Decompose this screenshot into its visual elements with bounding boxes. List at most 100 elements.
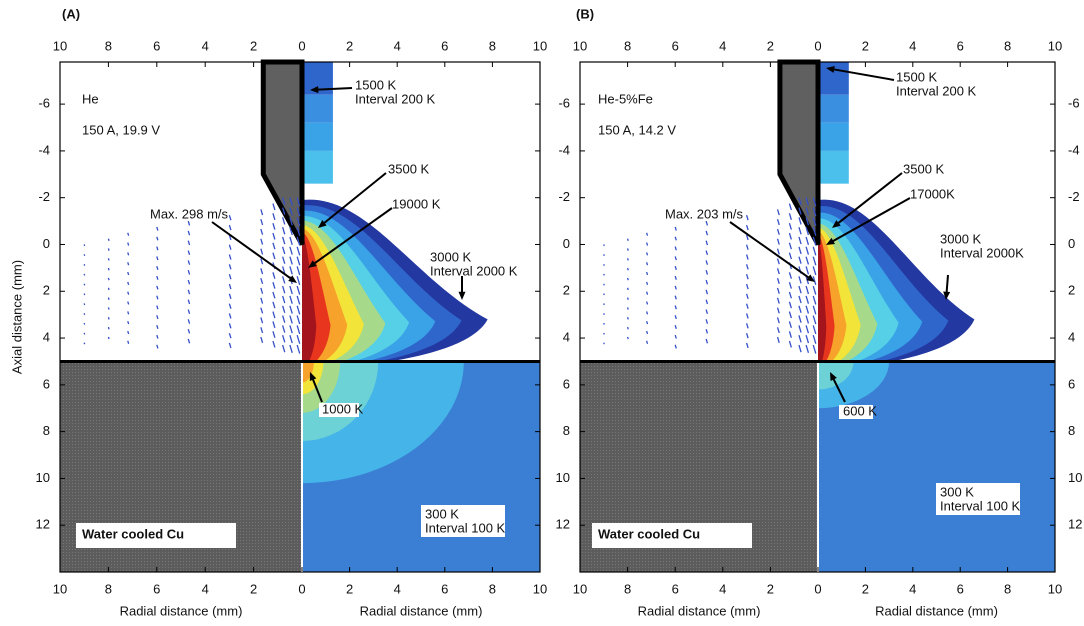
- velocity-vector: [646, 330, 649, 335]
- velocity-vector: [289, 236, 293, 245]
- velocity-vector: [187, 338, 191, 344]
- velocity-vector: [289, 197, 293, 206]
- label-box: [936, 483, 1020, 515]
- annotation: 3000 K: [940, 231, 982, 246]
- arrow-head: [288, 275, 297, 283]
- y-tick-label: 4: [1068, 329, 1075, 344]
- velocity-vector: [187, 289, 191, 295]
- x-axis-label: Radial distance (mm): [875, 603, 998, 618]
- velocity-vector: [296, 256, 301, 266]
- velocity-vector: [798, 285, 802, 294]
- velocity-vector: [107, 307, 110, 310]
- velocity-vector: [646, 232, 649, 236]
- velocity-vector: [272, 331, 276, 338]
- velocity-vector: [776, 248, 780, 255]
- velocity-vector: [674, 285, 677, 290]
- y-tick-label: 0: [1068, 236, 1075, 251]
- velocity-vector: [296, 217, 301, 227]
- velocity-vector: [788, 291, 792, 299]
- velocity-vector: [812, 246, 817, 256]
- arrow-head: [832, 220, 841, 228]
- velocity-vector: [107, 238, 110, 242]
- velocity-vector: [282, 276, 286, 284]
- y-tick-label: -2: [558, 189, 570, 204]
- velocity-vector: [705, 220, 709, 226]
- velocity-vector: [272, 340, 276, 348]
- velocity-vector: [228, 303, 232, 309]
- velocity-vector: [260, 219, 264, 226]
- velocity-vector: [626, 238, 629, 242]
- velocity-vector: [289, 226, 293, 236]
- velocity-vector: [788, 281, 792, 289]
- velocity-vector: [187, 270, 191, 275]
- velocity-vector: [776, 219, 780, 226]
- velocity-vector: [260, 336, 264, 344]
- arrow-head: [458, 291, 466, 300]
- velocity-vector: [776, 209, 780, 216]
- velocity-vector: [745, 293, 749, 300]
- velocity-vector: [745, 323, 749, 329]
- velocity-vector: [127, 330, 130, 335]
- y-tick-label: 0: [43, 236, 50, 251]
- arrow-head: [308, 260, 317, 268]
- velocity-vector: [296, 226, 301, 236]
- annotation-arrow: [835, 172, 903, 226]
- velocity-vector: [805, 236, 810, 245]
- velocity-vector: [127, 311, 130, 315]
- velocity-vector: [272, 291, 276, 299]
- x-tick-label-bottom: 8: [624, 581, 631, 596]
- velocity-vector: [674, 236, 677, 241]
- x-tick-label-top: 2: [767, 38, 774, 53]
- velocity-vector: [107, 277, 110, 281]
- x-tick-label-bottom: 0: [298, 581, 305, 596]
- velocity-vector: [187, 250, 191, 256]
- velocity-vector: [705, 270, 709, 275]
- velocity-vector: [798, 344, 802, 353]
- velocity-vector: [282, 325, 286, 333]
- x-axis-label: Radial distance (mm): [638, 603, 761, 618]
- velocity-vector: [812, 344, 817, 354]
- x-tick-label-top: 8: [624, 38, 631, 53]
- arrow-head: [318, 220, 327, 228]
- velocity-vector: [127, 271, 130, 276]
- y-tick-label: 10: [556, 470, 570, 485]
- x-tick-label-bottom: 10: [1048, 581, 1062, 596]
- velocity-vector: [260, 238, 264, 245]
- x-tick-label-top: 0: [298, 38, 305, 53]
- x-tick-label-top: 8: [489, 38, 496, 53]
- y-tick-label: -2: [38, 189, 50, 204]
- electrode: [777, 59, 821, 246]
- velocity-vector: [296, 335, 301, 344]
- y-tick-label: 6: [563, 376, 570, 391]
- annotation-arrow: [830, 197, 911, 244]
- velocity-vector: [674, 344, 677, 349]
- velocity-vector: [260, 317, 264, 324]
- velocity-vector: [798, 315, 802, 323]
- velocity-vector: [272, 311, 276, 319]
- velocity-vector: [272, 213, 276, 220]
- velocity-vector: [228, 293, 232, 300]
- arrow-head: [826, 237, 835, 245]
- velocity-vector: [812, 305, 817, 315]
- velocity-vector: [296, 197, 301, 207]
- annotation-arrow: [311, 376, 323, 403]
- velocity-vector: [812, 335, 817, 344]
- x-tick-label-bottom: 6: [957, 581, 964, 596]
- x-tick-label-top: 6: [672, 38, 679, 53]
- velocity-vector: [289, 315, 293, 324]
- velocity-vector: [626, 248, 629, 251]
- velocity-vector: [289, 325, 293, 334]
- field-above: [302, 62, 488, 362]
- velocity-vector: [805, 295, 810, 304]
- velocity-vector: [812, 256, 817, 266]
- x-tick-label-bottom: 6: [153, 581, 160, 596]
- velocity-vector: [272, 232, 276, 240]
- y-tick-label: -4: [558, 142, 570, 157]
- velocity-vector: [646, 311, 649, 315]
- velocity-vector: [805, 217, 810, 226]
- x-tick-label-bottom: 0: [814, 581, 821, 596]
- field-below: [818, 361, 890, 409]
- velocity-vector: [812, 276, 817, 285]
- velocity-vector: [107, 317, 110, 320]
